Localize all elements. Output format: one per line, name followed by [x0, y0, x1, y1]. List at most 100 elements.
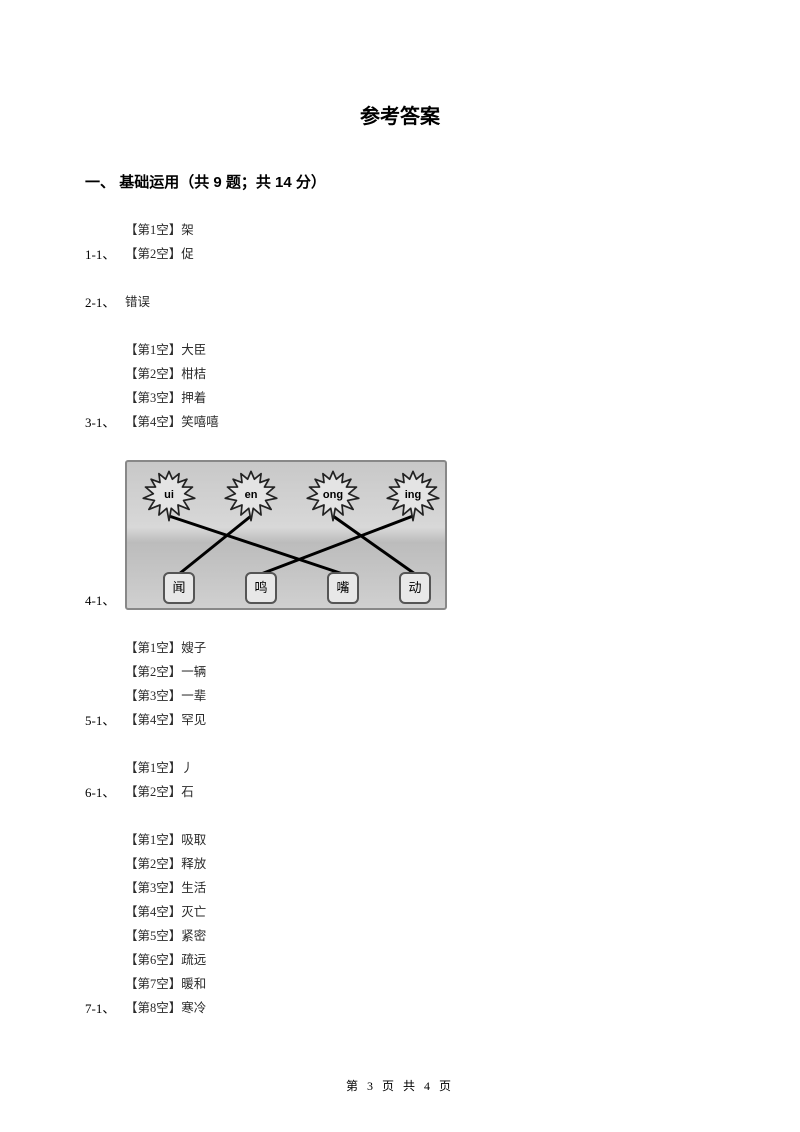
blank-value: 一辈 [181, 689, 206, 703]
blank-value: 寒冷 [181, 1001, 206, 1015]
blank-value: 罕见 [181, 713, 206, 727]
answer-text: 错误 [125, 292, 150, 312]
leaf-icon: ui [141, 468, 197, 524]
blank-tag: 【第2空】 [125, 367, 181, 381]
blanks-column: 【第1空】大臣【第2空】柑桔【第3空】押着【第4空】笑嘻嘻 [125, 340, 219, 432]
blank-tag: 【第3空】 [125, 391, 181, 405]
blank-value: 押着 [181, 391, 206, 405]
page-footer: 第 3 页 共 4 页 [0, 1077, 800, 1094]
blank-line: 【第1空】嫂子 [125, 638, 206, 658]
char-box: 动 [399, 572, 431, 604]
blank-value: 促 [181, 247, 194, 261]
blank-tag: 【第6空】 [125, 953, 181, 967]
blank-line: 【第1空】架 [125, 220, 194, 240]
char-box: 嘴 [327, 572, 359, 604]
leaf-icon: ong [305, 468, 361, 524]
question-number: 1-1、 [85, 244, 125, 264]
blank-value: 释放 [181, 857, 206, 871]
blank-line: 【第2空】一辆 [125, 662, 206, 682]
blank-line: 【第3空】生活 [125, 878, 206, 898]
section-header: 一、 基础运用（共 9 题；共 14 分） [85, 171, 715, 192]
answer-row: 7-1、【第1空】吸取【第2空】释放【第3空】生活【第4空】灭亡【第5空】紧密【… [85, 830, 715, 1018]
blank-value: 紧密 [181, 929, 206, 943]
blank-value: 丿 [181, 761, 194, 775]
answer-row: 3-1、【第1空】大臣【第2空】柑桔【第3空】押着【第4空】笑嘻嘻 [85, 340, 715, 432]
blank-line: 【第4空】灭亡 [125, 902, 206, 922]
blank-tag: 【第5空】 [125, 929, 181, 943]
footer-prefix: 第 [346, 1079, 367, 1093]
blank-value: 暖和 [181, 977, 206, 991]
page-title: 参考答案 [85, 100, 715, 129]
blank-line: 【第6空】疏远 [125, 950, 206, 970]
blank-tag: 【第2空】 [125, 247, 181, 261]
blank-value: 柑桔 [181, 367, 206, 381]
blank-tag: 【第1空】 [125, 761, 181, 775]
blanks-column: 错误 [125, 292, 150, 312]
blanks-column: 【第1空】嫂子【第2空】一辆【第3空】一辈【第4空】罕见 [125, 638, 206, 730]
blank-line: 【第8空】寒冷 [125, 998, 206, 1018]
blank-tag: 【第7空】 [125, 977, 181, 991]
answer-row: 5-1、【第1空】嫂子【第2空】一辆【第3空】一辈【第4空】罕见 [85, 638, 715, 730]
blank-value: 架 [181, 223, 194, 237]
blanks-column: 【第1空】吸取【第2空】释放【第3空】生活【第4空】灭亡【第5空】紧密【第6空】… [125, 830, 206, 1018]
blank-line: 【第2空】释放 [125, 854, 206, 874]
question-number: 2-1、 [85, 292, 125, 312]
question-number: 6-1、 [85, 782, 125, 802]
blank-value: 疏远 [181, 953, 206, 967]
blank-line: 【第7空】暖和 [125, 974, 206, 994]
blanks-column: 【第1空】架【第2空】促 [125, 220, 194, 264]
blank-value: 石 [181, 785, 194, 799]
blank-tag: 【第4空】 [125, 905, 181, 919]
question-number: 3-1、 [85, 412, 125, 432]
blank-tag: 【第8空】 [125, 1001, 181, 1015]
blank-tag: 【第4空】 [125, 713, 181, 727]
leaf-icon: en [223, 468, 279, 524]
leaf-label: ing [385, 489, 441, 501]
blank-line: 【第5空】紧密 [125, 926, 206, 946]
blank-line: 【第3空】一辈 [125, 686, 206, 706]
blank-line: 【第1空】吸取 [125, 830, 206, 850]
blank-tag: 【第1空】 [125, 641, 181, 655]
answer-row-diagram: 4-1、 ui en ong ing 闻 鸣 嘴 动 [85, 460, 715, 610]
footer-current: 3 [367, 1079, 376, 1093]
char-box: 鸣 [245, 572, 277, 604]
leaf-icon: ing [385, 468, 441, 524]
blank-value: 笑嘻嘻 [181, 415, 219, 429]
questions-container: 1-1、【第1空】架【第2空】促2-1、错误3-1、【第1空】大臣【第2空】柑桔… [85, 220, 715, 1018]
blank-tag: 【第3空】 [125, 881, 181, 895]
blank-line: 【第2空】柑桔 [125, 364, 219, 384]
footer-mid: 页 共 [376, 1079, 424, 1093]
blank-tag: 【第2空】 [125, 857, 181, 871]
blank-tag: 【第1空】 [125, 833, 181, 847]
blank-line: 【第4空】笑嘻嘻 [125, 412, 219, 432]
char-box: 闻 [163, 572, 195, 604]
leaf-label: en [223, 489, 279, 501]
blank-line: 【第2空】石 [125, 782, 194, 802]
blank-line: 【第1空】丿 [125, 758, 194, 778]
blank-value: 吸取 [181, 833, 206, 847]
blank-value: 灭亡 [181, 905, 206, 919]
blank-tag: 【第1空】 [125, 343, 181, 357]
footer-suffix: 页 [433, 1079, 454, 1093]
footer-total: 4 [424, 1079, 433, 1093]
leaf-label: ong [305, 489, 361, 501]
blanks-column: 【第1空】丿【第2空】石 [125, 758, 194, 802]
blank-line: 【第3空】押着 [125, 388, 219, 408]
blank-tag: 【第1空】 [125, 223, 181, 237]
blank-line: 【第1空】大臣 [125, 340, 219, 360]
answer-row: 1-1、【第1空】架【第2空】促 [85, 220, 715, 264]
section-number: 一、 [85, 174, 115, 191]
matching-diagram: ui en ong ing 闻 鸣 嘴 动 [125, 460, 447, 610]
section-label: 基础运用（共 9 题；共 14 分） [119, 174, 326, 191]
blank-value: 一辆 [181, 665, 206, 679]
blank-line: 【第4空】罕见 [125, 710, 206, 730]
blank-value: 生活 [181, 881, 206, 895]
leaf-label: ui [141, 489, 197, 501]
question-number: 5-1、 [85, 710, 125, 730]
answer-row: 6-1、【第1空】丿【第2空】石 [85, 758, 715, 802]
blank-tag: 【第2空】 [125, 665, 181, 679]
question-number: 4-1、 [85, 590, 125, 610]
blank-value: 大臣 [181, 343, 206, 357]
question-number: 7-1、 [85, 998, 125, 1018]
page-content: 参考答案 一、 基础运用（共 9 题；共 14 分） 1-1、【第1空】架【第2… [0, 0, 800, 1018]
